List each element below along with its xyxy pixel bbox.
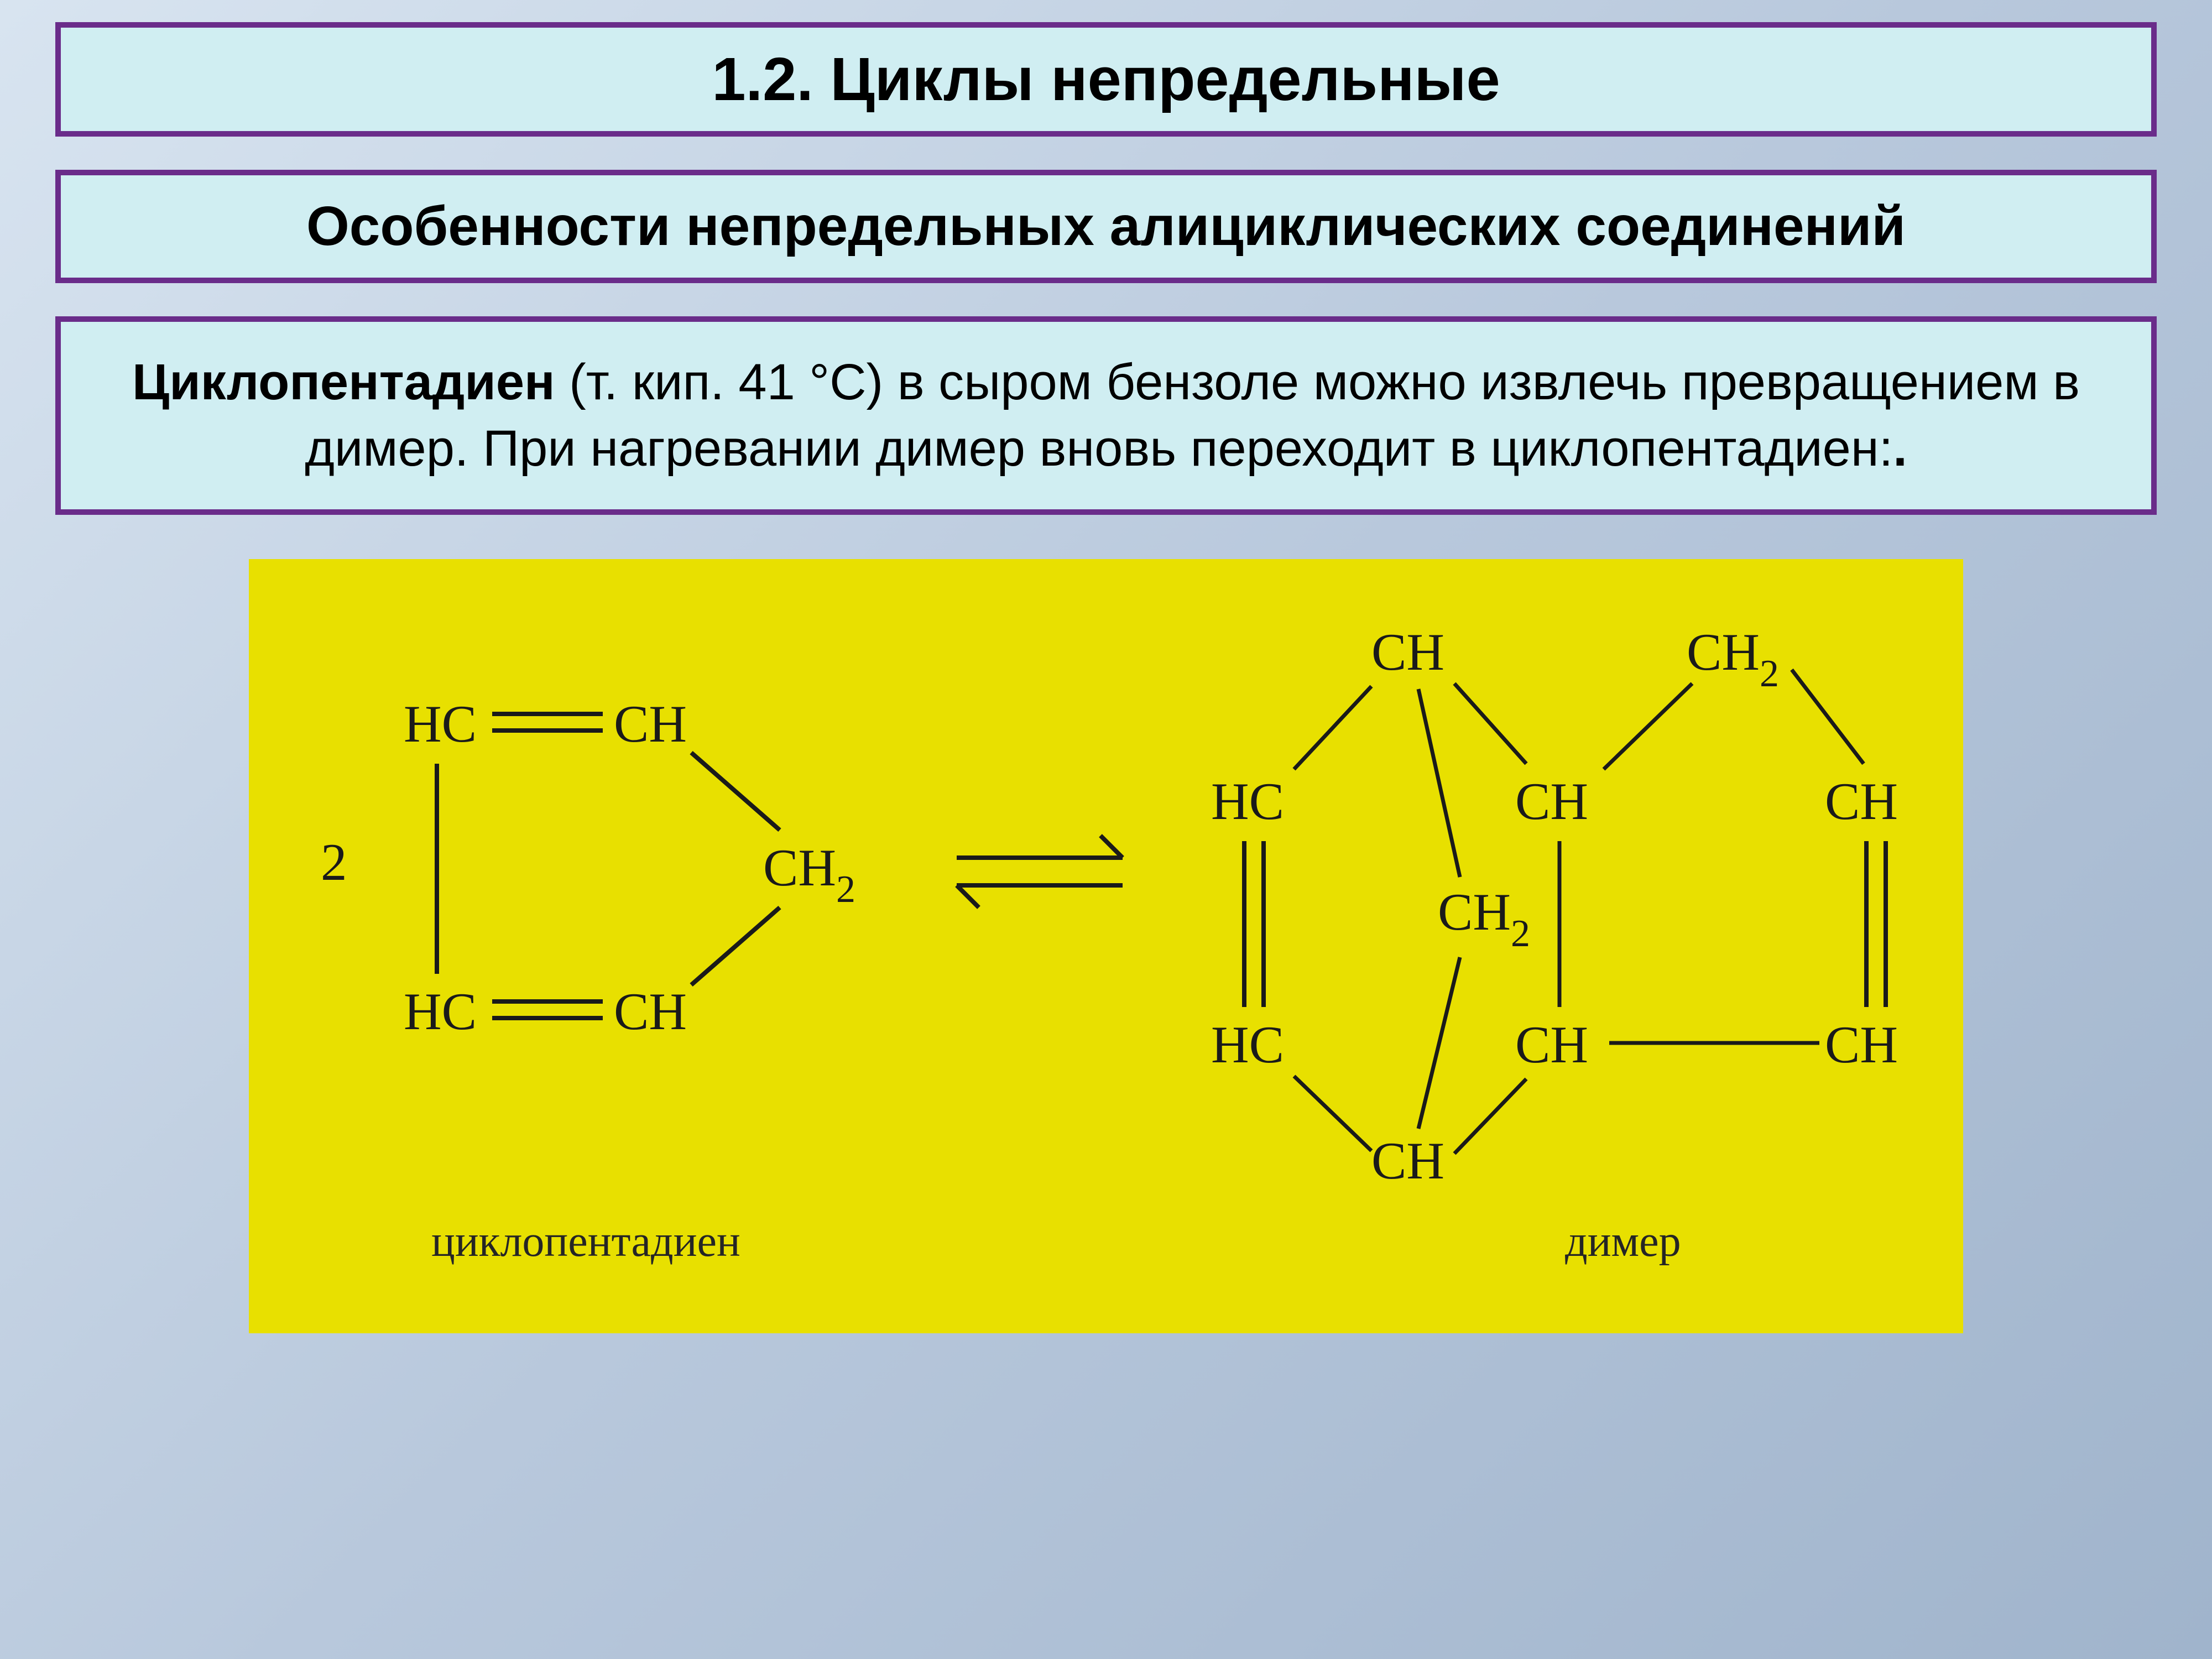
bond — [1294, 686, 1371, 769]
atom-l-r: CH2 — [763, 838, 855, 911]
bond — [1604, 684, 1692, 769]
atom-r1c4: CH2 — [1687, 623, 1779, 695]
slide-subtitle: Особенности непредельных алициклических … — [83, 192, 2129, 261]
caption-left: циклопентадиен — [431, 1217, 740, 1266]
equilibrium-arrow-icon — [957, 836, 1123, 907]
slide-title: 1.2. Циклы непредельные — [83, 44, 2129, 114]
description-box: Циклопентадиен (т. кип. 41 °C) в сыром б… — [55, 316, 2157, 515]
bond — [1418, 957, 1460, 1129]
coefficient: 2 — [321, 833, 347, 891]
atom-r4c1: HC — [1211, 1015, 1284, 1074]
bond — [1454, 1079, 1526, 1154]
bond — [691, 753, 780, 830]
reaction-diagram: 2 HC CH CH2 HC CH CH CH2 HC CH CH — [249, 559, 1963, 1333]
atom-l-bl: HC — [404, 982, 477, 1041]
bond — [1792, 670, 1864, 764]
atom-r5c2: CH — [1371, 1131, 1444, 1190]
atom-l-br: CH — [614, 982, 687, 1041]
bond — [1418, 689, 1460, 877]
title-box: 1.2. Циклы непредельные — [55, 22, 2157, 137]
reaction-svg: 2 HC CH CH2 HC CH CH CH2 HC CH CH — [249, 559, 1963, 1333]
caption-right: димер — [1565, 1217, 1681, 1266]
bond — [691, 907, 780, 985]
atom-r4c5: CH — [1825, 1015, 1898, 1074]
atom-l-tl: HC — [404, 695, 477, 753]
desc-rest: (т. кип. 41 °C) в сыром бензоле можно из… — [305, 354, 2080, 477]
atom-r2c3: CH — [1515, 772, 1588, 831]
atom-r2c1: HC — [1211, 772, 1284, 831]
bond — [1294, 1076, 1371, 1151]
bond — [1454, 684, 1526, 764]
desc-dot: . — [1893, 420, 1907, 477]
subtitle-box: Особенности непредельных алициклических … — [55, 170, 2157, 283]
atom-r4c3: CH — [1515, 1015, 1588, 1074]
atom-r1c2: CH — [1371, 623, 1444, 681]
atom-r2c5: CH — [1825, 772, 1898, 831]
atom-l-tr: CH — [614, 695, 687, 753]
desc-lead: Циклопентадиен — [132, 354, 555, 410]
atom-r3c2: CH2 — [1438, 883, 1530, 955]
description-text: Циклопентадиен (т. кип. 41 °C) в сыром б… — [105, 349, 2107, 482]
